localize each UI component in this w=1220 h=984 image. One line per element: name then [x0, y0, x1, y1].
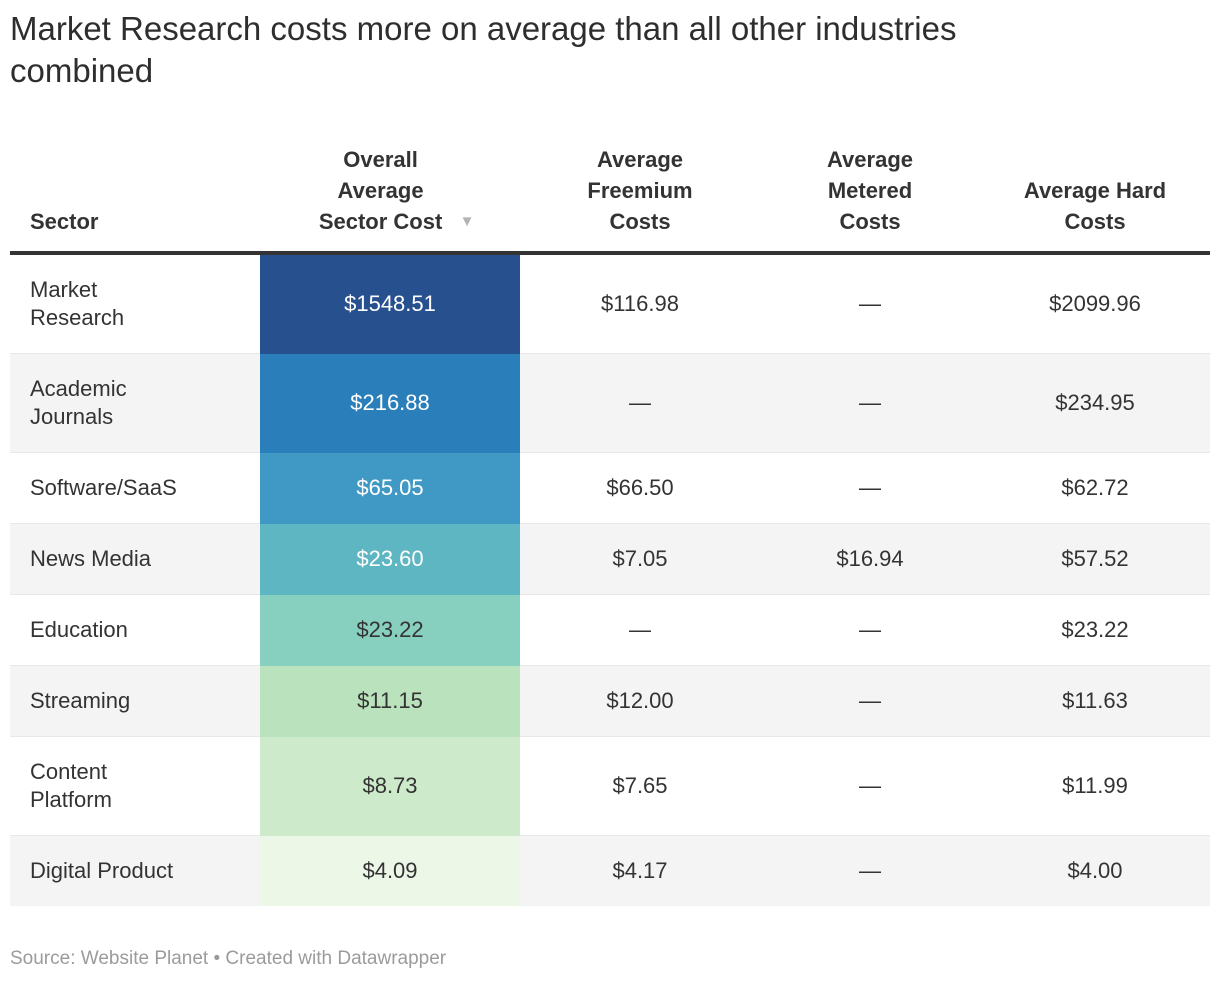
table-row: Academic Journals $216.88 — — $234.95	[10, 353, 1210, 453]
value-cell: $12.00	[520, 665, 760, 737]
table-row: Software/SaaS $65.05 $66.50 — $62.72	[10, 452, 1210, 524]
value-cell: $116.98	[601, 291, 679, 316]
column-header-average-freemium-costs[interactable]: Average Freemium Costs	[520, 144, 760, 255]
data-table: Sector Overall Average Sector Cost ▼ Aver…	[10, 144, 1210, 906]
value-cell: —	[760, 665, 980, 737]
column-header-label: Overall Average Sector Cost	[318, 147, 443, 234]
sector-cell: Market Research	[30, 277, 125, 330]
sector-cell: Academic Journals	[10, 353, 260, 453]
sector-cell: Digital Product	[10, 835, 260, 906]
value-cell: $234.95	[980, 353, 1210, 453]
value-cell: $7.65	[520, 736, 760, 836]
sector-cell: News Media	[10, 523, 260, 595]
value-cell: $57.52	[980, 523, 1210, 595]
sector-cell: Education	[10, 594, 260, 666]
value-cell: $4.17	[520, 835, 760, 906]
heatmap-cell: $65.05	[260, 452, 520, 524]
value-cell: $66.50	[520, 452, 760, 524]
value-cell: —	[760, 835, 980, 906]
sector-cell: Software/SaaS	[10, 452, 260, 524]
value-cell: —	[760, 594, 980, 666]
sector-cell: Streaming	[10, 665, 260, 737]
table-row: Market Research $1548.51 $116.98 — $2099…	[10, 253, 1210, 354]
heatmap-cell: $1548.51	[260, 253, 520, 354]
value-cell: —	[760, 736, 980, 836]
value-cell: $4.00	[980, 835, 1210, 906]
column-header-average-metered-costs[interactable]: Average Metered Costs	[760, 144, 980, 255]
heatmap-cell: $11.15	[260, 665, 520, 737]
table-row: Digital Product $4.09 $4.17 — $4.00	[10, 835, 1210, 906]
table-row: News Media $23.60 $7.05 $16.94 $57.52	[10, 523, 1210, 595]
column-header-overall-average-sector-cost[interactable]: Overall Average Sector Cost ▼	[260, 144, 520, 255]
value-cell: —	[520, 594, 760, 666]
value-cell: $16.94	[760, 523, 980, 595]
header-row: Sector Overall Average Sector Cost ▼ Aver…	[10, 144, 1210, 255]
table-header: Sector Overall Average Sector Cost ▼ Aver…	[10, 144, 1210, 255]
chart-title: Market Research costs more on average th…	[10, 10, 957, 89]
column-header-label: Average Hard Costs	[1023, 178, 1167, 234]
table-row: Content Platform $8.73 $7.65 — $11.99	[10, 736, 1210, 836]
value-cell: $11.63	[980, 665, 1210, 737]
value-cell: —	[859, 291, 881, 316]
column-header-sector[interactable]: Sector	[10, 144, 260, 255]
column-header-label: Average Freemium Costs	[587, 147, 693, 234]
table-row: Education $23.22 — — $23.22	[10, 594, 1210, 666]
heatmap-cell: $8.73	[260, 736, 520, 836]
value-cell: —	[760, 452, 980, 524]
value-cell: —	[760, 353, 980, 453]
value-cell: $62.72	[980, 452, 1210, 524]
value-cell: $7.05	[520, 523, 760, 595]
column-header-label: Sector	[30, 209, 99, 234]
source-note: Source: Website Planet • Created with Da…	[10, 948, 447, 969]
sort-descending-icon[interactable]: ▼	[459, 213, 475, 230]
column-header-label: Average Metered Costs	[826, 147, 913, 234]
heatmap-cell: $23.22	[260, 594, 520, 666]
value-cell: $11.99	[980, 736, 1210, 836]
value-cell: $2099.96	[1049, 291, 1141, 316]
sector-cell: Content Platform	[10, 736, 260, 836]
column-header-average-hard-costs[interactable]: Average Hard Costs	[980, 144, 1210, 255]
heatmap-cell: $4.09	[260, 835, 520, 906]
heatmap-cell: $216.88	[260, 353, 520, 453]
value-cell: $23.22	[980, 594, 1210, 666]
table-row: Streaming $11.15 $12.00 — $11.63	[10, 665, 1210, 737]
value-cell: —	[520, 353, 760, 453]
heatmap-cell: $23.60	[260, 523, 520, 595]
table-body: Market Research $1548.51 $116.98 — $2099…	[10, 253, 1210, 906]
